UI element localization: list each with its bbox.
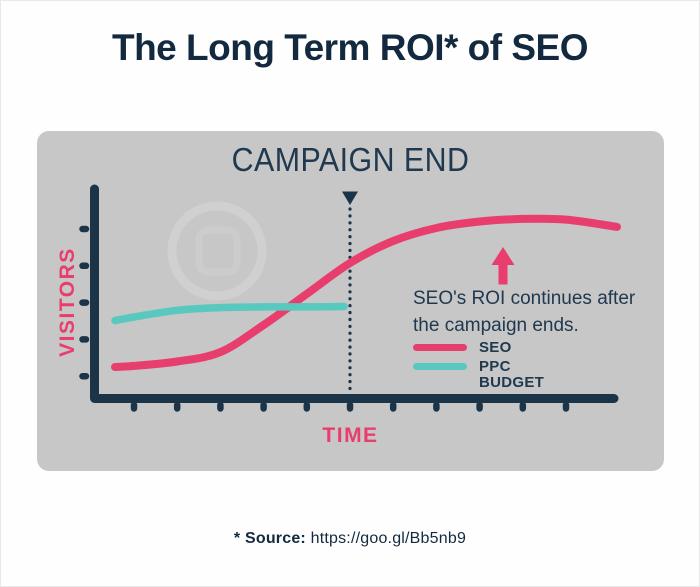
- page-title: The Long Term ROI* of SEO: [111, 27, 589, 68]
- annotation-text: SEO's ROI continues after the campaign e…: [413, 285, 643, 339]
- legend-label-ppc: PPC BUDGET: [479, 358, 545, 391]
- source-label: * Source:: [233, 530, 306, 547]
- source-note: * Source: https://goo.gl/Bb5nb9: [1, 530, 699, 548]
- source-url: https://goo.gl/Bb5nb9: [310, 530, 467, 547]
- campaign-end-marker-icon: [342, 191, 358, 205]
- annotation-line2: the campaign ends.: [413, 315, 579, 336]
- ppc-curve: [111, 302, 348, 325]
- legend-item-seo: SEO: [413, 340, 544, 356]
- visitors-axis-label: VISITORS: [56, 247, 79, 357]
- x-axis-ticks: [130, 401, 570, 412]
- time-axis-label: TIME: [322, 424, 379, 447]
- annotation-line1: SEO's ROI continues after: [413, 288, 636, 309]
- campaign-end-label: CAMPAIGN END: [231, 141, 470, 178]
- legend-label-seo: SEO: [479, 339, 512, 356]
- xy-axes: [90, 184, 619, 403]
- legend-swatch-ppc: [413, 363, 467, 370]
- legend: SEO PPC BUDGET: [413, 340, 544, 394]
- watermark: [167, 201, 267, 301]
- legend-swatch-seo: [413, 344, 467, 351]
- seo-curve: [111, 214, 621, 371]
- legend-item-ppc: PPC BUDGET: [413, 359, 544, 391]
- y-axis-ticks: [79, 225, 90, 380]
- chart-panel: [37, 131, 664, 471]
- up-arrow-icon: [491, 247, 515, 285]
